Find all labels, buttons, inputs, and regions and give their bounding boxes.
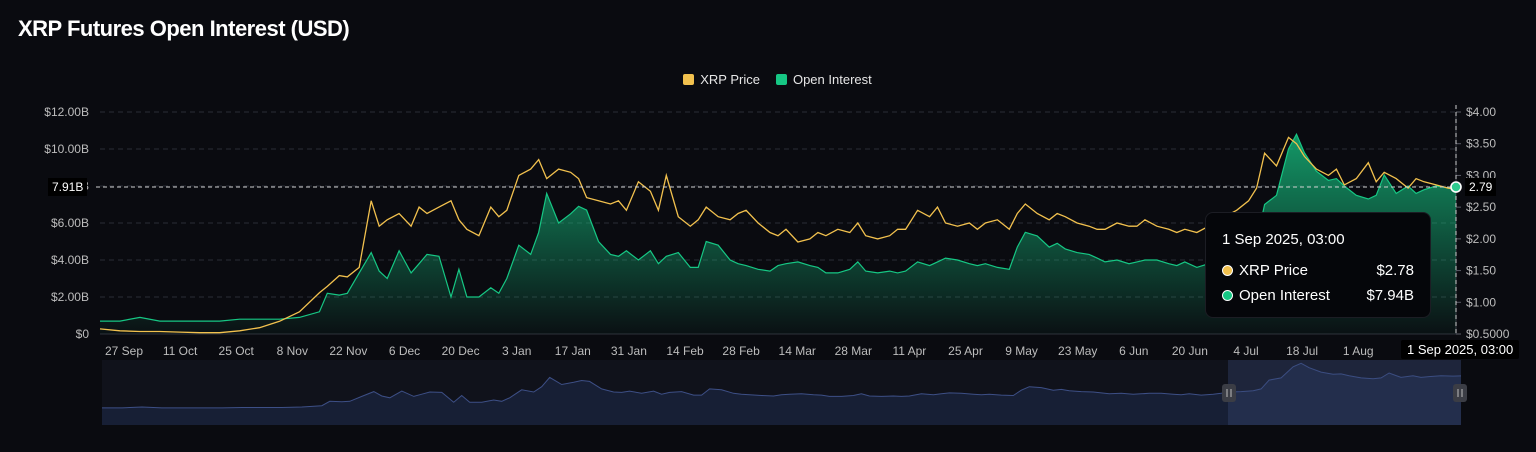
x-axis-tick-label: 31 Jan — [611, 344, 647, 358]
tooltip-row-xrp-price: XRP Price $2.78 — [1222, 262, 1414, 279]
x-axis-tick-label: 18 Jul — [1286, 344, 1318, 358]
x-axis-tick-label: 22 Nov — [329, 344, 367, 358]
right-axis-tick-label: $2.00 — [1466, 232, 1496, 246]
right-axis-cursor-label: 2.79 — [1465, 178, 1497, 196]
legend-item-open-interest[interactable]: Open Interest — [775, 72, 872, 87]
tooltip-label-xrp-price: XRP Price — [1239, 262, 1308, 279]
chart-title: XRP Futures Open Interest (USD) — [18, 16, 350, 41]
tooltip-value-xrp-price: $2.78 — [1376, 262, 1414, 279]
navigator-line — [102, 362, 1462, 409]
tooltip-dot-xrp-price — [1222, 265, 1233, 276]
x-axis-tick-label: 28 Mar — [835, 344, 872, 358]
x-axis-tick-label: 28 Feb — [722, 344, 760, 358]
tooltip-date: 1 Sep 2025, 03:00 — [1222, 231, 1345, 248]
xrp-price-line — [99, 136, 1457, 334]
right-axis-tick-label: $2.50 — [1466, 200, 1496, 214]
x-axis-tick-label: 14 Mar — [779, 344, 816, 358]
navigator-area — [102, 363, 1461, 425]
navigator-right-handle[interactable] — [1453, 384, 1467, 402]
x-axis-tick-label: 23 May — [1058, 344, 1097, 358]
left-y-axis: $0$2.00B$4.00B$6.00B$8.00B$10.00B$12.00B — [44, 105, 89, 341]
x-axis-cursor-label: 1 Sep 2025, 03:00 — [1401, 340, 1520, 359]
legend-swatch-open-interest — [775, 74, 787, 85]
left-axis-tick-label: $12.00B — [44, 105, 89, 119]
legend-swatch-xrp-price — [683, 74, 695, 85]
legend: XRP Price Open Interest — [0, 72, 1536, 87]
legend-label-xrp-price: XRP Price — [700, 72, 760, 87]
x-axis-tick-label: 20 Jun — [1172, 344, 1208, 358]
x-axis-tick-label: 25 Oct — [219, 344, 255, 358]
tooltip: 1 Sep 2025, 03:00 XRP Price $2.78 Open I… — [1205, 212, 1431, 318]
right-axis-tick-label: $1.00 — [1466, 295, 1496, 309]
tooltip-label-open-interest: Open Interest — [1239, 287, 1330, 304]
x-axis-tick-label: 11 Oct — [163, 344, 198, 358]
x-axis-tick-label: 20 Dec — [442, 344, 480, 358]
left-axis-tick-label: $4.00B — [51, 253, 89, 267]
x-axis-tick-label: 3 Jan — [502, 344, 531, 358]
left-axis-tick-label: $0 — [76, 327, 90, 341]
x-axis: 27 Sep 11 Oct 25 Oct 8 Nov 22 Nov 6 Dec 20 Dec… — [105, 344, 1421, 358]
x-axis-tick-label: 27 Sep — [105, 344, 143, 358]
x-axis-tick-label: 9 May — [1005, 344, 1038, 358]
legend-item-xrp-price[interactable]: XRP Price — [683, 72, 760, 87]
right-axis-tick-label: $4.00 — [1466, 105, 1496, 119]
x-axis-tick-label: 6 Dec — [389, 344, 420, 358]
navigator-left-handle[interactable] — [1222, 384, 1236, 402]
navigator-selected-range[interactable] — [1228, 360, 1461, 425]
right-axis-tick-label: $1.50 — [1466, 264, 1496, 278]
legend-label-open-interest: Open Interest — [792, 72, 872, 87]
cursor-point-marker — [1450, 181, 1462, 193]
x-axis-tick-label: 6 Jun — [1119, 344, 1148, 358]
left-axis-tick-label: $6.00B — [51, 216, 89, 230]
right-axis-tick-label: $0.5000 — [1466, 327, 1510, 341]
right-axis-tick-label: $3.50 — [1466, 137, 1496, 151]
tooltip-value-open-interest: $7.94B — [1366, 287, 1414, 304]
x-axis-tick-label: 1 Aug — [1343, 344, 1374, 358]
x-axis-tick-label: 8 Nov — [277, 344, 308, 358]
right-y-axis: $0.5000$1.00$1.50$2.00$2.50$3.00$3.50$4.… — [1455, 105, 1510, 341]
left-axis-tick-label: $2.00B — [51, 290, 89, 304]
x-axis-tick-label: 4 Jul — [1233, 344, 1258, 358]
x-axis-tick-label: 11 Apr — [892, 344, 926, 358]
x-axis-tick-label: 17 Jan — [555, 344, 591, 358]
left-axis-tick-label: $10.00B — [44, 142, 89, 156]
left-axis-cursor-label: 7.91B — [48, 178, 88, 196]
open-interest-area — [100, 134, 1456, 334]
x-axis-tick-label: 14 Feb — [666, 344, 704, 358]
navigator[interactable] — [102, 360, 1467, 425]
tooltip-dot-open-interest — [1222, 290, 1233, 301]
tooltip-row-open-interest: Open Interest $7.94B — [1222, 287, 1414, 304]
x-axis-tick-label: 25 Apr — [948, 344, 983, 358]
